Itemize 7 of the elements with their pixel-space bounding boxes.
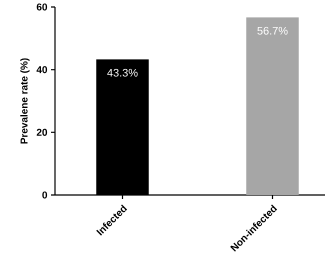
data-label: 43.3% <box>107 68 138 77</box>
y-axis-title: Prevalene rate (%) <box>20 58 30 144</box>
data-label: 56.7% <box>257 26 288 35</box>
y-tick-label: 60 <box>36 3 48 11</box>
y-tick-label: 20 <box>36 128 48 136</box>
y-tick-label: 0 <box>42 191 48 199</box>
y-tick-label: 40 <box>36 66 48 74</box>
